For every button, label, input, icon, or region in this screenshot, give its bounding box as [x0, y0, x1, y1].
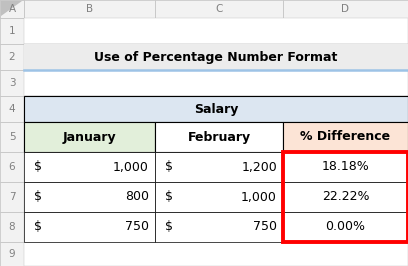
Text: February: February: [187, 131, 251, 143]
Bar: [24, 212, 155, 242]
Bar: [283, 152, 408, 182]
Text: 22.22%: 22.22%: [322, 190, 369, 203]
Bar: [155, 0, 283, 18]
Bar: [283, 152, 408, 242]
Bar: [283, 182, 408, 212]
Bar: [0, 44, 24, 70]
Text: January: January: [63, 131, 116, 143]
Text: % Difference: % Difference: [300, 131, 390, 143]
Text: 1,000: 1,000: [113, 160, 149, 173]
Text: 3: 3: [9, 78, 16, 88]
Bar: [283, 0, 408, 18]
Text: 2: 2: [9, 52, 16, 62]
Text: Salary: Salary: [194, 102, 238, 115]
Text: $: $: [34, 221, 42, 234]
Bar: [283, 212, 408, 242]
Text: Use of Percentage Number Format: Use of Percentage Number Format: [94, 51, 338, 64]
Bar: [0, 96, 24, 122]
Bar: [24, 182, 155, 212]
Bar: [24, 96, 408, 122]
Text: 800: 800: [125, 190, 149, 203]
Text: $: $: [34, 160, 42, 173]
Text: D: D: [341, 4, 350, 14]
Bar: [0, 182, 24, 212]
Bar: [0, 122, 24, 152]
Bar: [0, 212, 24, 242]
Text: 4: 4: [9, 104, 16, 114]
Text: $: $: [165, 190, 173, 203]
Bar: [0, 0, 24, 18]
Bar: [24, 242, 408, 266]
Text: C: C: [215, 4, 223, 14]
Text: 8: 8: [9, 222, 16, 232]
Bar: [24, 152, 408, 182]
Bar: [24, 18, 408, 44]
Bar: [24, 182, 408, 212]
Text: $: $: [165, 221, 173, 234]
Bar: [24, 44, 408, 70]
Text: 750: 750: [253, 221, 277, 234]
Text: 9: 9: [9, 249, 16, 259]
Bar: [24, 44, 408, 70]
Bar: [155, 182, 283, 212]
Bar: [155, 212, 283, 242]
Text: $: $: [165, 160, 173, 173]
Text: 750: 750: [125, 221, 149, 234]
Bar: [0, 242, 24, 266]
Text: 7: 7: [9, 192, 16, 202]
Text: 1,200: 1,200: [241, 160, 277, 173]
Text: 1,000: 1,000: [241, 190, 277, 203]
Polygon shape: [1, 1, 22, 16]
Bar: [155, 122, 283, 152]
Bar: [0, 0, 24, 18]
Bar: [24, 122, 155, 152]
Bar: [0, 70, 24, 96]
Bar: [283, 122, 408, 152]
Text: 5: 5: [9, 132, 16, 142]
Text: 0.00%: 0.00%: [326, 221, 366, 234]
Text: A: A: [9, 4, 16, 14]
Text: 18.18%: 18.18%: [322, 160, 369, 173]
Bar: [24, 152, 155, 182]
Bar: [24, 96, 408, 122]
Bar: [24, 122, 408, 152]
Bar: [24, 70, 408, 96]
Bar: [0, 18, 24, 44]
Text: B: B: [86, 4, 93, 14]
Bar: [24, 0, 155, 18]
Text: 6: 6: [9, 162, 16, 172]
Bar: [155, 152, 283, 182]
Bar: [24, 212, 408, 242]
Text: $: $: [34, 190, 42, 203]
Text: 1: 1: [9, 26, 16, 36]
Bar: [0, 152, 24, 182]
